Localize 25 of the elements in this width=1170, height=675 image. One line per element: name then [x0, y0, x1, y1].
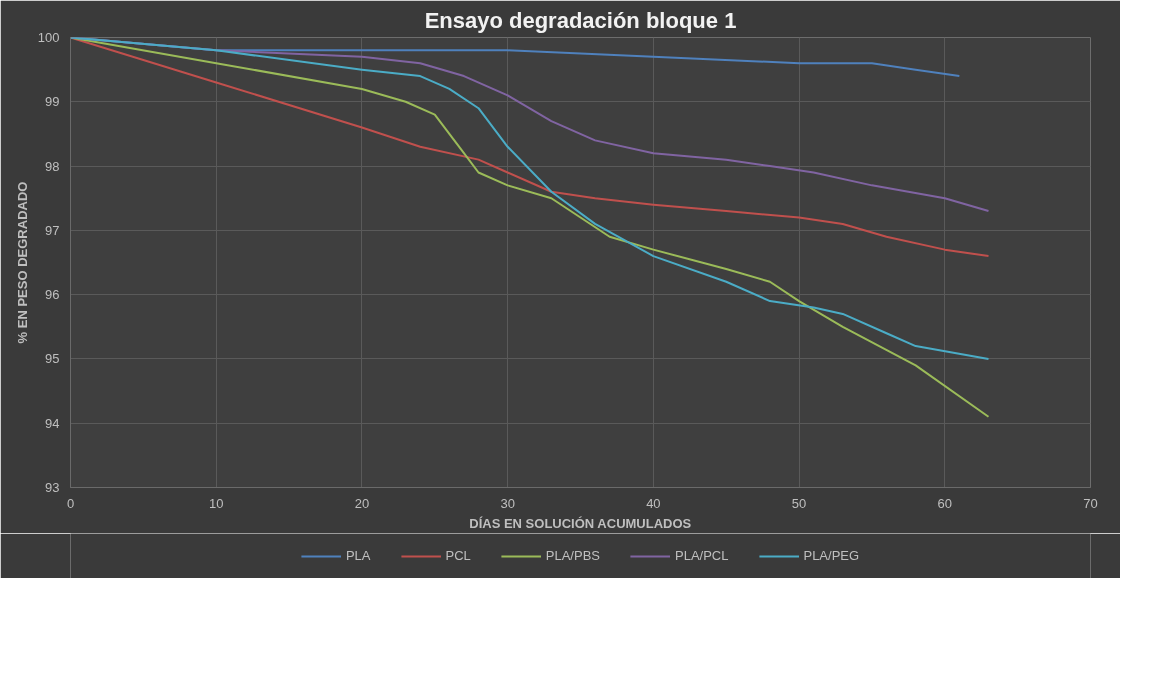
y-tick-label: 93 [45, 480, 60, 495]
x-tick-label: 0 [66, 495, 75, 511]
x-tick-label: 40 [646, 495, 661, 511]
y-tick-label: 97 [45, 222, 60, 238]
y-tick-label: 95 [45, 351, 60, 367]
y-tick-label: 96 [45, 287, 60, 303]
x-axis-title: DÍAS EN SOLUCIÓN ACUMULADOS [469, 515, 692, 531]
x-tick-label: 70 [1083, 495, 1098, 511]
legend-label: PLA/PCL [674, 548, 729, 563]
y-axis-title: % EN PESO DEGRADADO [14, 181, 30, 344]
chart-title: Ensayo degradación bloque 1 [424, 7, 737, 33]
x-tick-label: 60 [937, 495, 953, 511]
legend-label: PLA/PBS [545, 548, 600, 563]
x-tick-label: 10 [208, 495, 224, 511]
y-tick-label: 98 [45, 158, 60, 174]
y-tick-label: 100 [37, 30, 60, 45]
x-tick-label: 20 [354, 495, 370, 511]
y-tick-label: 99 [45, 94, 60, 110]
line-series [70, 37, 990, 360]
y-tick-label: 94 [45, 415, 60, 431]
x-tick-label: 30 [500, 495, 515, 511]
legend-label: PLA [345, 548, 371, 563]
x-tick-label: 50 [791, 495, 807, 511]
legend-label: PLA/PEG [803, 548, 860, 563]
legend-label: PCL [445, 548, 471, 563]
